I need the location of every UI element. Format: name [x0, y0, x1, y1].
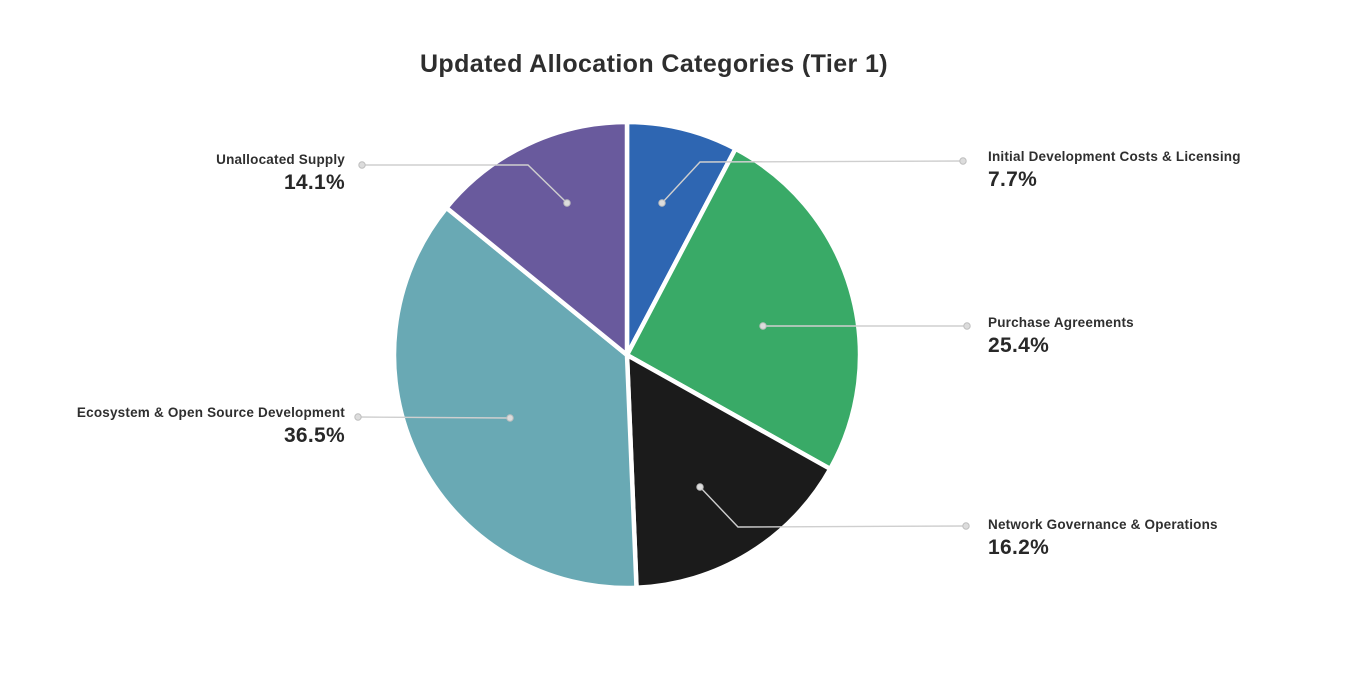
leader-dot [506, 414, 514, 422]
pie-slice-4 [444, 119, 630, 358]
callout-label-unallocated-supply: Unallocated Supply 14.1% [216, 152, 345, 194]
slice-label: Network Governance & Operations [988, 517, 1218, 532]
callout-label-purchase-agreements: Purchase Agreements 25.4% [988, 315, 1134, 357]
leader-dot [563, 199, 571, 207]
leader-dot [962, 522, 970, 530]
callout-label-ecosystem: Ecosystem & Open Source Development 36.5… [77, 405, 345, 447]
leader-dot [696, 483, 704, 491]
slice-percent: 14.1% [283, 171, 345, 194]
leader-line-initial-development [658, 157, 967, 207]
slice-label: Purchase Agreements [988, 315, 1134, 330]
callout-label-network-governance: Network Governance & Operations 16.2% [988, 517, 1218, 559]
slice-percent: 36.5% [283, 424, 345, 447]
leader-dot [354, 413, 362, 421]
slice-label: Ecosystem & Open Source Development [76, 405, 345, 420]
pie-slice-1 [624, 146, 863, 472]
leader-dot [759, 322, 767, 330]
callout-label-initial-development: Initial Development Costs & Licensing 7.… [988, 149, 1241, 191]
slice-percent: 16.2% [988, 536, 1050, 559]
leader-line-unallocated-supply [358, 161, 571, 207]
chart-title: Updated Allocation Categories (Tier 1) [419, 50, 889, 78]
slice-percent: 25.4% [988, 334, 1050, 357]
leader-line-ecosystem [354, 413, 514, 422]
pie-slice-3 [391, 205, 639, 591]
pie-slice-2 [624, 352, 833, 591]
leader-dot [658, 199, 666, 207]
pie-wedges [391, 119, 863, 591]
leader-dot [358, 161, 366, 169]
leader-line-network-governance [696, 483, 970, 530]
leader-dot [959, 157, 967, 165]
slice-label: Unallocated Supply [216, 152, 345, 167]
slice-label: Initial Development Costs & Licensing [988, 149, 1241, 164]
leader-line-purchase-agreements [759, 322, 971, 330]
slice-percent: 7.7% [988, 168, 1038, 191]
leader-dot [963, 322, 971, 330]
